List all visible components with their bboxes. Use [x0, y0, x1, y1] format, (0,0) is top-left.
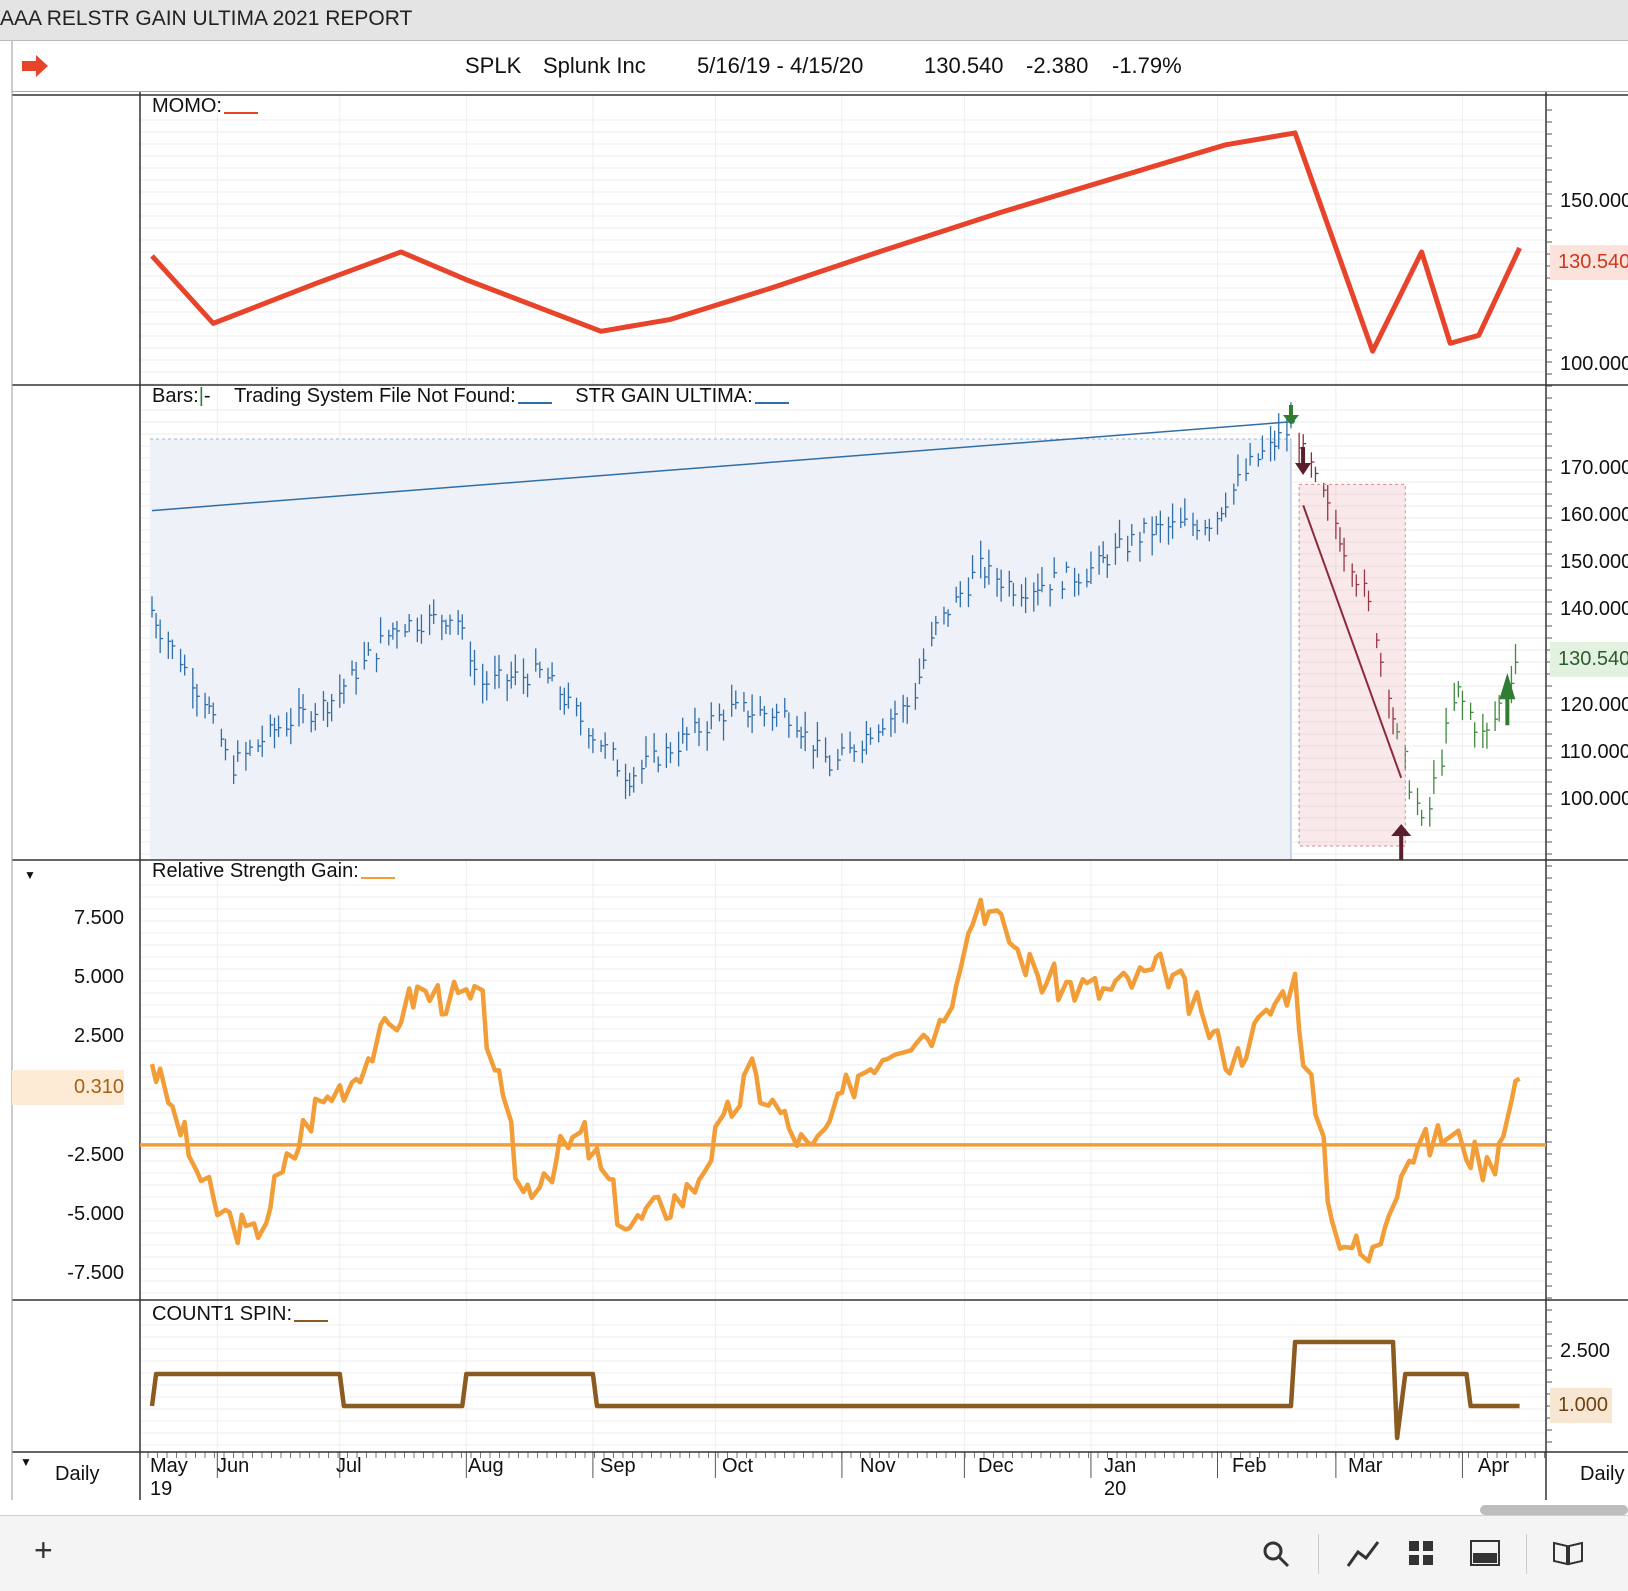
collapse-triangle-icon[interactable]: ▼: [24, 868, 36, 882]
xaxis-month: Aug: [468, 1455, 504, 1477]
symbol-header: SPLK Splunk Inc 5/16/19 - 4/15/20 130.54…: [12, 41, 1628, 92]
bars-ytick: 100.000: [1560, 788, 1628, 810]
company-name: Splunk Inc: [543, 53, 646, 78]
momo-current-tag: 130.540: [1550, 245, 1628, 280]
rsg-ytick: -5.000: [67, 1203, 124, 1225]
xaxis-month: May: [150, 1455, 188, 1477]
rsg-ytick: 7.500: [73, 907, 124, 929]
momo-label: MOMO:: [152, 95, 258, 118]
bars-trend-line: [151, 420, 1296, 512]
bars-ytick: 160.000: [1560, 504, 1628, 526]
rsg-current-tag: 0.310: [12, 1070, 124, 1105]
symbol-ticker: SPLK: [465, 53, 522, 78]
date-range: 5/16/19 - 4/15/20: [697, 53, 864, 78]
interval-dropdown-icon[interactable]: ▼: [20, 1455, 32, 1469]
bars-ytick: 170.000: [1560, 457, 1628, 479]
plus-icon[interactable]: +: [34, 1532, 53, 1568]
xaxis-month: Apr: [1478, 1455, 1510, 1477]
xaxis-month: Jan: [1104, 1455, 1137, 1477]
count-spin-series-line: [149, 1339, 1520, 1441]
panel-icon[interactable]: [1470, 1540, 1500, 1566]
trade-path-line: [1302, 504, 1403, 779]
xaxis-month: Jun: [217, 1455, 250, 1477]
bars-ytick: 110.000: [1560, 741, 1628, 763]
momo-series-line: [150, 130, 1522, 354]
count-current-tag: 1.000: [1550, 1388, 1613, 1423]
search-icon[interactable]: [1262, 1540, 1290, 1568]
up-arrow-cover-icon: [1391, 824, 1412, 860]
bars-background-region: [150, 438, 1292, 860]
momo-ytick: 150.000: [1560, 190, 1628, 212]
xaxis-month: Mar: [1348, 1455, 1383, 1477]
xaxis-year: 19: [150, 1478, 173, 1500]
count-label: COUNT1 SPIN:: [152, 1303, 329, 1326]
panel-frames: [11, 41, 1628, 1500]
price-change-pct: -1.79%: [1112, 53, 1182, 78]
rsg-ytick: 2.500: [73, 1025, 124, 1047]
bars-ytick: 120.000: [1560, 694, 1628, 716]
down-arrow-entry-icon: [1282, 405, 1299, 425]
xaxis-month: Oct: [722, 1455, 754, 1477]
rsg-label: Relative Strength Gain:: [152, 860, 395, 883]
book-icon[interactable]: [1552, 1540, 1584, 1566]
rsg-ytick: 5.000: [73, 966, 124, 988]
rsg-ytick: -7.500: [67, 1262, 124, 1284]
bars-ytick: 150.000: [1560, 551, 1628, 573]
line-chart-icon[interactable]: [1346, 1538, 1380, 1568]
rsg-ytick: -2.500: [67, 1144, 124, 1166]
bars-history-region: [150, 439, 1291, 860]
window-title: AAA RELSTR GAIN ULTIMA 2021 REPORT: [0, 7, 413, 30]
interval-left[interactable]: Daily: [55, 1463, 100, 1485]
horizontal-scrollbar[interactable]: [1480, 1505, 1628, 1515]
interval-right[interactable]: Daily: [1580, 1463, 1625, 1485]
chart-canvas[interactable]: [0, 0, 1628, 1500]
up-arrow-long-icon: [1499, 673, 1516, 726]
window-titlebar: AAA RELSTR GAIN ULTIMA 2021 REPORT: [0, 0, 1628, 41]
momo-ytick: 100.000: [1560, 353, 1628, 375]
xaxis-year: 20: [1104, 1478, 1127, 1500]
red-right-arrow-icon[interactable]: [22, 55, 50, 77]
xaxis-month: Jul: [336, 1455, 362, 1477]
rsg-series-line: [149, 897, 1521, 1264]
xaxis-month: Sep: [600, 1455, 636, 1477]
grid-icon[interactable]: [1408, 1540, 1434, 1566]
series-layer: [140, 130, 1546, 1441]
down-arrow-short-icon: [1295, 447, 1312, 475]
price-change: -2.380: [1026, 53, 1089, 78]
trade-markers: [1282, 405, 1516, 860]
bars-current-tag: 130.540: [1550, 642, 1628, 677]
xaxis-month: Feb: [1232, 1455, 1267, 1477]
bottom-toolbar: +: [0, 1515, 1628, 1591]
last-price: 130.540: [924, 53, 1004, 78]
xaxis-month: Nov: [860, 1455, 896, 1477]
bars-ytick: 140.000: [1560, 598, 1628, 620]
xaxis-month: Dec: [978, 1455, 1014, 1477]
count-ytick: 2.500: [1560, 1340, 1611, 1362]
bars-label: Bars:|- Trading System File Not Found: S…: [152, 385, 789, 408]
